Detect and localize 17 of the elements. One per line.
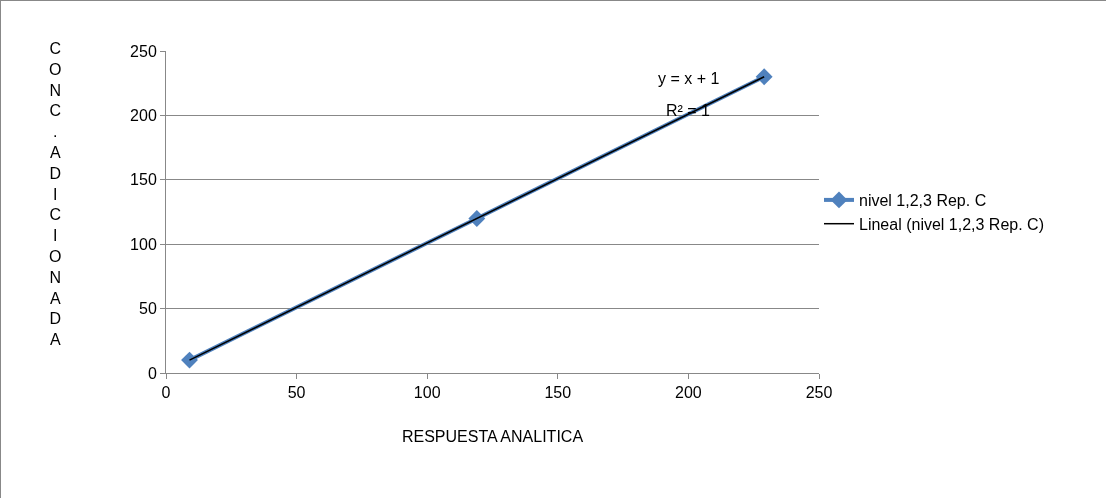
x-tick-label: 200	[675, 384, 702, 402]
y-tick-label: 100	[130, 235, 157, 253]
y-tick-label: 250	[130, 42, 157, 60]
x-tick-label: 150	[544, 384, 572, 402]
y-tick-label: 200	[130, 107, 157, 124]
text: CONC.ADICIONADA	[49, 40, 62, 349]
legend-label: Lineal (nivel 1,2,3 Rep. C)	[859, 215, 1044, 233]
x-tick-label: 100	[413, 384, 441, 402]
y-tick-label: 50	[139, 300, 157, 318]
x-tick-label: 0	[161, 384, 171, 402]
legend-label: nivel 1,2,3 Rep. C	[859, 192, 987, 210]
y-tick-label: 0	[147, 364, 157, 382]
x-tick-label: 50	[287, 384, 306, 402]
y-tick-label: 150	[130, 171, 157, 189]
x-tick-label: 250	[805, 384, 833, 402]
x-axis-title: RESPUESTA ANALITICA	[401, 427, 584, 445]
annotation: y = x + 1	[658, 70, 720, 87]
